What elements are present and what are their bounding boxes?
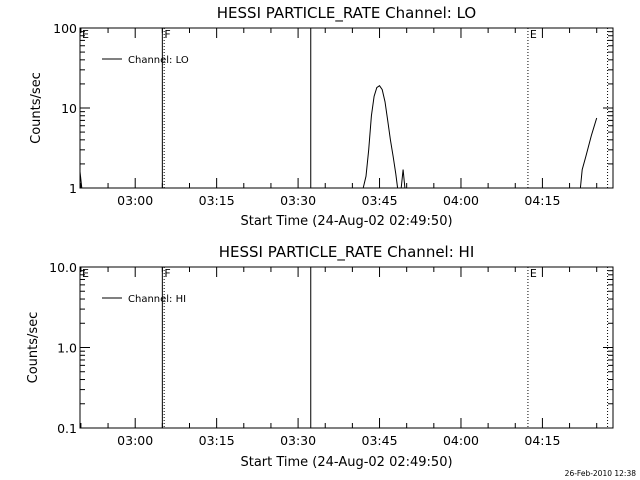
marker-flag: E (530, 28, 537, 41)
series-line (79, 171, 83, 189)
legend-label: Channel: HI (128, 294, 186, 305)
panel-lo: HESSI PARTICLE_RATE Channel: LO 1 10 100 03:… (29, 4, 614, 229)
y-axis-label: Counts/sec (26, 312, 41, 384)
y-tick-label: 0.1 (57, 421, 77, 436)
y-tick-label: 100 (53, 21, 77, 36)
marker-flag: F (164, 267, 170, 280)
x-axis-label: Start Time (24-Aug-02 02:49:50) (240, 455, 452, 470)
x-tick-label: 03:45 (362, 193, 398, 208)
chart-title: HESSI PARTICLE_RATE Channel: HI (219, 243, 475, 262)
x-tick-label: 03:00 (117, 433, 153, 448)
x-tick-label: 04:00 (443, 433, 479, 448)
series-line (362, 85, 399, 189)
x-tick-label: 03:00 (117, 193, 153, 208)
x-axis-label: Start Time (24-Aug-02 02:49:50) (240, 214, 452, 229)
marker-flag: E (82, 267, 89, 280)
legend-label: Channel: LO (128, 55, 189, 66)
series-line (400, 169, 406, 189)
x-tick-label: 04:00 (443, 193, 479, 208)
x-tick-label: 04:15 (524, 193, 560, 208)
marker-flag: E (530, 267, 537, 280)
series-line (579, 117, 598, 189)
x-tick-label: 03:30 (280, 193, 316, 208)
y-tick-label: 10 (61, 101, 77, 116)
x-tick-label: 03:15 (199, 433, 235, 448)
x-tick-label: 04:15 (524, 433, 560, 448)
y-axis-label: Counts/sec (29, 72, 44, 144)
x-tick-label: 03:30 (280, 433, 316, 448)
marker-flag: F (164, 28, 170, 41)
y-tick-label: 1.0 (57, 341, 77, 356)
y-tick-label: 10.0 (49, 260, 77, 275)
marker-flag: E (82, 28, 89, 41)
chart-title: HESSI PARTICLE_RATE Channel: LO (217, 4, 476, 23)
footer-timestamp: 26-Feb-2010 12:38 (565, 469, 637, 478)
y-tick-label: 1 (69, 181, 77, 196)
x-tick-label: 03:45 (362, 433, 398, 448)
panel-hi: HESSI PARTICLE_RATE Channel: HI 0.1 1.0 10.… (26, 243, 614, 470)
x-tick-label: 03:15 (199, 193, 235, 208)
